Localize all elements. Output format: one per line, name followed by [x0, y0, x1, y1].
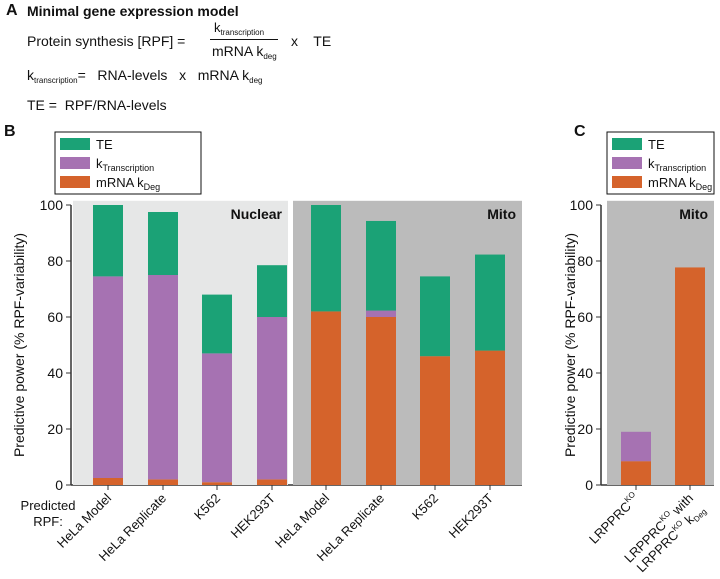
- group-label-mito-c: Mito: [679, 206, 708, 222]
- legend-te: TE: [648, 137, 665, 152]
- eq2: ktranscription= RNA-levels x mRNA kdeg: [27, 67, 263, 85]
- eq3: TE = RPF/RNA-levels: [27, 97, 167, 113]
- bar-te: [475, 254, 505, 351]
- bar-ktranscription: [366, 310, 396, 317]
- y-tick-label: 80: [47, 253, 63, 269]
- group-label-nuclear: Nuclear: [231, 206, 283, 222]
- bar-te: [93, 205, 123, 277]
- y-tick-label: 40: [47, 365, 63, 381]
- bar-te: [420, 276, 450, 357]
- y-axis-label: Predictive power (% RPF-variability): [562, 233, 578, 457]
- bar-ktranscription: [148, 275, 178, 480]
- panel-b-letter: B: [4, 123, 16, 140]
- x-tick-label: HEK293T: [446, 490, 497, 541]
- bar-mrna-kdeg: [257, 479, 287, 485]
- x-tick-label: HeLa Model: [272, 490, 332, 550]
- legend-swatch-te: [60, 138, 90, 150]
- bar-te: [148, 212, 178, 275]
- y-tick-label: 40: [577, 365, 593, 381]
- bar-mrna-kdeg: [366, 317, 396, 485]
- x-prefix-line2: RPF:: [33, 514, 63, 529]
- legend-swatch-te: [612, 138, 642, 150]
- bar-ktranscription: [93, 276, 123, 478]
- bar-mrna-kdeg: [202, 482, 232, 485]
- y-tick-label: 80: [577, 253, 593, 269]
- y-axis-label: Predictive power (% RPF-variability): [11, 233, 27, 457]
- y-tick-label: 20: [47, 421, 63, 437]
- legend-swatch-deg: [612, 176, 642, 188]
- bar-te: [202, 294, 232, 354]
- y-tick-label: 100: [570, 197, 594, 213]
- x-prefix-line1: Predicted: [21, 498, 76, 513]
- y-tick-label: 0: [55, 477, 63, 493]
- y-tick-label: 0: [585, 477, 593, 493]
- panel-a-title: Minimal gene expression model: [27, 3, 239, 19]
- bar-te: [366, 220, 396, 311]
- legend-swatch-ktx: [612, 157, 642, 169]
- bar-mrna-kdeg: [621, 461, 651, 485]
- legend-swatch-ktx: [60, 157, 90, 169]
- panel-c-letter: C: [574, 123, 586, 140]
- x-tick-label: HEK293T: [228, 490, 279, 541]
- bar-mrna-kdeg: [475, 350, 505, 485]
- eq1-denominator: mRNA kdeg: [212, 43, 277, 61]
- eq1-numerator: ktranscription: [214, 20, 265, 37]
- y-tick-label: 20: [577, 421, 593, 437]
- bar-te: [257, 265, 287, 317]
- bar-te: [311, 205, 341, 312]
- y-tick-label: 60: [47, 309, 63, 325]
- bar-ktranscription: [621, 431, 651, 462]
- bar-mrna-kdeg: [148, 479, 178, 485]
- x-tick-label: K562: [191, 491, 223, 523]
- bar-ktranscription: [202, 353, 232, 483]
- legend-te: TE: [96, 137, 113, 152]
- bar-mrna-kdeg: [311, 311, 341, 485]
- bar-mrna-kdeg: [675, 267, 705, 485]
- bar-mrna-kdeg: [93, 478, 123, 485]
- bar-ktranscription: [257, 317, 287, 480]
- eq1-te: x TE: [291, 33, 332, 49]
- fraction-bar: [210, 39, 278, 40]
- group-label-mito: Mito: [487, 206, 516, 222]
- legend-swatch-deg: [60, 176, 90, 188]
- bar-mrna-kdeg: [420, 356, 450, 485]
- x-tick-label: LRPPRCKO: [585, 490, 642, 547]
- x-tick-label: K562: [409, 491, 441, 523]
- y-tick-label: 100: [40, 197, 64, 213]
- y-tick-label: 60: [577, 309, 593, 325]
- panel-a-letter: A: [6, 2, 18, 19]
- eq1-lhs: Protein synthesis [RPF] =: [27, 33, 186, 49]
